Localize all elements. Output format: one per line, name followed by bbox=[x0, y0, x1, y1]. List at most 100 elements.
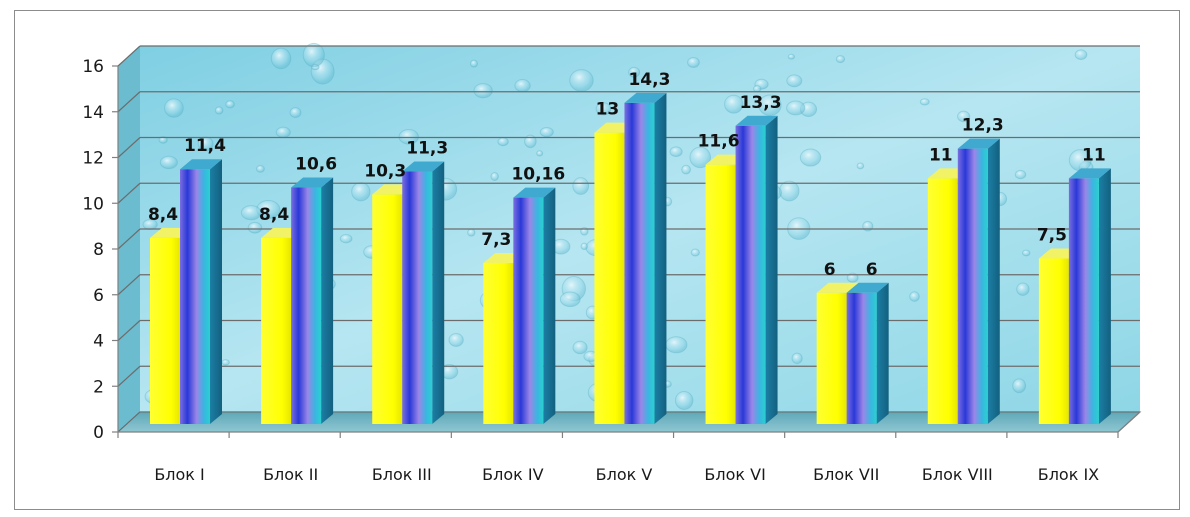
bar-side bbox=[765, 115, 778, 424]
bar bbox=[180, 169, 210, 424]
water-drop bbox=[559, 291, 581, 308]
bar-side bbox=[321, 177, 334, 424]
water-drop bbox=[158, 135, 168, 144]
data-label: 7,3 bbox=[481, 230, 511, 250]
water-drop bbox=[398, 129, 419, 145]
bar bbox=[816, 292, 847, 424]
data-label: 11 bbox=[1082, 145, 1106, 165]
bar-top bbox=[513, 187, 556, 198]
water-drop bbox=[752, 85, 762, 93]
gridline-side bbox=[117, 45, 141, 67]
bar-top bbox=[1068, 168, 1111, 179]
bar-side bbox=[876, 282, 889, 424]
water-drop bbox=[799, 148, 822, 167]
x-tick-label: Блок VII bbox=[813, 465, 879, 484]
bar-top bbox=[402, 161, 445, 172]
water-drop bbox=[835, 55, 846, 64]
water-drop bbox=[328, 156, 337, 164]
gridline-side bbox=[117, 365, 141, 387]
water-drop bbox=[1074, 49, 1088, 60]
water-drop bbox=[514, 79, 531, 93]
water-drop bbox=[497, 137, 509, 147]
data-label: 10,3 bbox=[364, 161, 406, 181]
data-label: 10,6 bbox=[295, 155, 337, 175]
water-drop bbox=[351, 182, 371, 202]
water-drop bbox=[524, 134, 537, 149]
y-tick-label: 0 bbox=[93, 423, 104, 443]
water-drop bbox=[469, 59, 479, 68]
water-drop bbox=[595, 102, 612, 116]
water-drop bbox=[856, 162, 865, 170]
water-drop bbox=[758, 94, 782, 116]
water-drop bbox=[247, 221, 263, 234]
water-drop bbox=[270, 47, 292, 70]
water-drop bbox=[448, 332, 464, 347]
data-label: 11,4 bbox=[184, 136, 226, 156]
bar-top bbox=[846, 282, 889, 293]
x-tick-label: Блок VI bbox=[704, 465, 765, 484]
bar bbox=[705, 164, 736, 424]
data-label: 11,3 bbox=[406, 139, 448, 159]
data-label: 7,5 bbox=[1037, 225, 1067, 245]
water-drop bbox=[490, 172, 499, 181]
water-drop bbox=[846, 272, 859, 283]
water-drop bbox=[669, 146, 683, 157]
y-tick-label: 14 bbox=[82, 103, 104, 123]
water-drop bbox=[862, 220, 874, 232]
water-drop bbox=[786, 100, 806, 116]
gridline-side bbox=[117, 137, 141, 158]
bar-top bbox=[957, 138, 1000, 149]
water-drop bbox=[909, 291, 920, 302]
bar-top bbox=[735, 115, 778, 126]
water-drop bbox=[681, 164, 691, 175]
data-label: 13 bbox=[596, 100, 620, 120]
data-labels: 8,4 11,4 8,4 10,6 10,311,3 7,3 10,16 13 14,3 11,6… bbox=[148, 70, 1106, 280]
water-drop bbox=[580, 242, 588, 251]
water-drop bbox=[1012, 378, 1027, 394]
y-tick-label: 8 bbox=[93, 240, 104, 260]
bar bbox=[261, 237, 292, 424]
gridline-side bbox=[117, 182, 141, 204]
data-label: 14,3 bbox=[628, 70, 670, 90]
bar bbox=[402, 171, 433, 424]
y-tick-label: 10 bbox=[82, 194, 104, 214]
water-drop bbox=[628, 66, 641, 78]
water-drop bbox=[467, 228, 476, 237]
bar bbox=[483, 263, 514, 424]
x-axis: Блок I Блок II Блок III Блок IV Блок V Блок V… bbox=[117, 411, 1141, 484]
x-axis-depth-line bbox=[1117, 411, 1141, 433]
water-drop bbox=[256, 164, 265, 173]
y-axis: 0 2 4 6 8 10 12 14 16 bbox=[82, 57, 119, 443]
water-drop bbox=[919, 98, 930, 106]
water-drop bbox=[214, 106, 224, 115]
bar-top bbox=[291, 177, 334, 188]
data-label: 11,6 bbox=[698, 132, 740, 152]
water-drop bbox=[302, 42, 325, 68]
water-drop bbox=[339, 234, 353, 244]
y-tick-label: 4 bbox=[93, 332, 104, 352]
bar bbox=[150, 237, 180, 424]
water-drop bbox=[690, 248, 700, 257]
water-drop bbox=[240, 205, 262, 221]
water-drop bbox=[572, 340, 588, 355]
bar-top bbox=[816, 282, 859, 293]
x-tick-label: Блок IX bbox=[1038, 465, 1099, 484]
bar-side bbox=[210, 159, 222, 424]
water-drop bbox=[289, 107, 302, 118]
bar-side bbox=[1098, 168, 1111, 424]
y-tick-label: 16 bbox=[82, 57, 104, 77]
data-label: 8,4 bbox=[259, 205, 289, 225]
x-tick-label: Блок IV bbox=[482, 465, 543, 484]
data-label: 12,3 bbox=[962, 116, 1004, 136]
bar-side bbox=[432, 161, 445, 424]
water-drop bbox=[665, 336, 688, 354]
gridline-side bbox=[117, 91, 141, 113]
bars bbox=[150, 92, 1111, 424]
gridline-side bbox=[117, 228, 141, 250]
bar bbox=[957, 148, 988, 424]
bar bbox=[1068, 178, 1099, 424]
water-drop bbox=[159, 155, 178, 170]
water-drop bbox=[1016, 282, 1030, 296]
bar bbox=[846, 292, 877, 424]
water-drop bbox=[275, 126, 291, 139]
